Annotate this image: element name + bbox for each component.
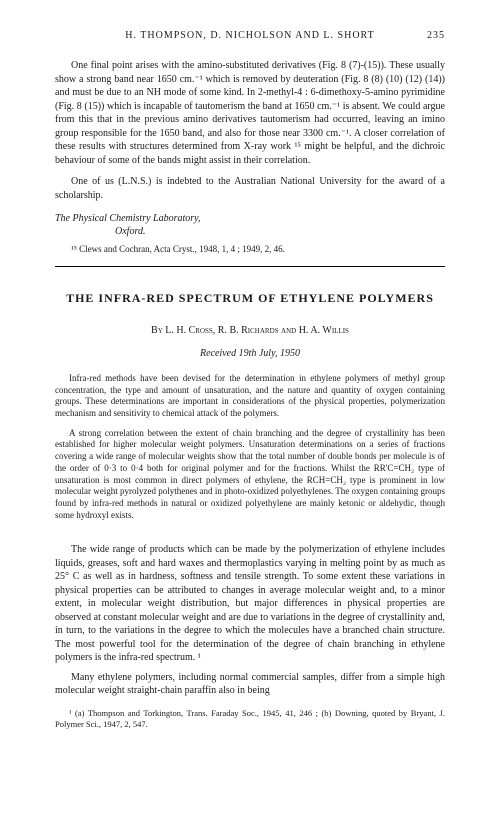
received-date: Received 19th July, 1950: [55, 348, 445, 359]
affiliation-line2: Oxford.: [55, 225, 445, 238]
running-header: H. THOMPSON, D. NICHOLSON AND L. SHORT 2…: [55, 30, 445, 41]
page-number: 235: [427, 30, 445, 41]
reference-15: ¹⁵ Clews and Cochran, Acta Cryst., 1948,…: [55, 244, 445, 254]
abstract-paragraph-1: Infra-red methods have been devised for …: [55, 373, 445, 420]
continuation-paragraph-1: One final point arises with the amino-su…: [55, 59, 445, 167]
body-paragraph-1: The wide range of products which can be …: [55, 543, 445, 665]
continuation-paragraph-2: One of us (L.N.S.) is indebted to the Au…: [55, 175, 445, 202]
abstract-paragraph-2: A strong correlation between the extent …: [55, 428, 445, 522]
header-authors: H. THOMPSON, D. NICHOLSON AND L. SHORT: [125, 30, 374, 41]
by-label: By: [151, 325, 163, 336]
affiliation-line1: The Physical Chemistry Laboratory,: [55, 212, 445, 225]
body-paragraph-2: Many ethylene polymers, including normal…: [55, 671, 445, 698]
affiliation: The Physical Chemistry Laboratory, Oxfor…: [55, 212, 445, 238]
author-names: L. H. Cross, R. B. Richards and H. A. Wi…: [165, 325, 349, 336]
journal-page: H. THOMPSON, D. NICHOLSON AND L. SHORT 2…: [0, 0, 500, 760]
spacer: [55, 529, 445, 543]
section-divider: [55, 266, 445, 267]
article-authors: By L. H. Cross, R. B. Richards and H. A.…: [55, 325, 445, 336]
article-title: THE INFRA-RED SPECTRUM OF ETHYLENE POLYM…: [55, 289, 445, 307]
footnote-1: ¹ (a) Thompson and Torkington, Trans. Fa…: [55, 708, 445, 730]
